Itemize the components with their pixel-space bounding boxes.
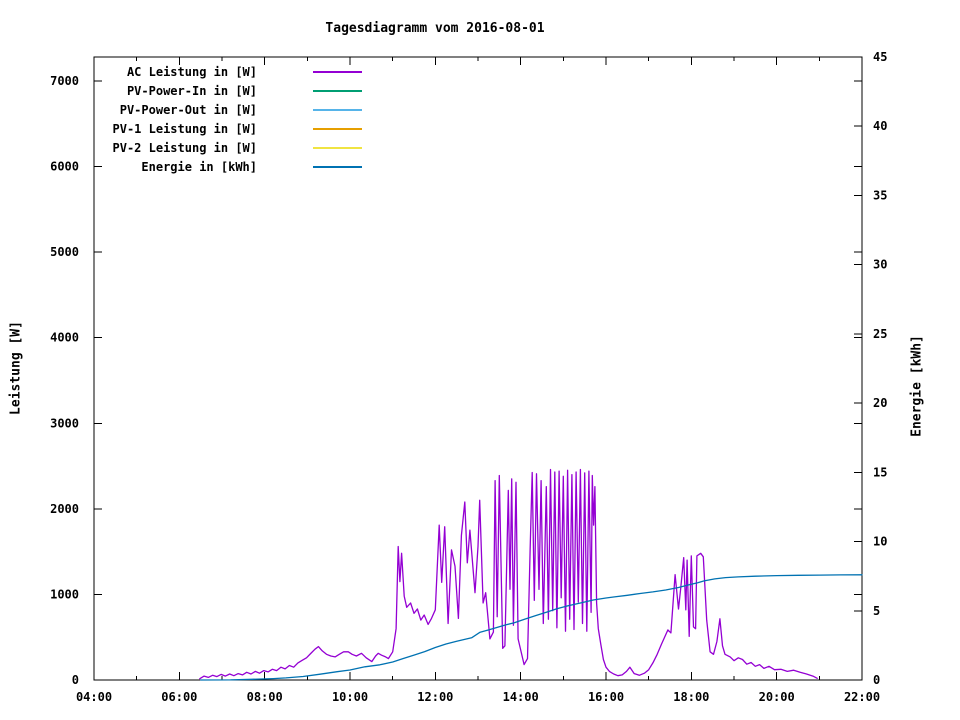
series-line-ac-leistung-in-w xyxy=(199,468,818,680)
legend-line-sample xyxy=(313,165,362,168)
y-right-tick-label: 10 xyxy=(873,535,887,549)
legend-line-sample xyxy=(313,127,362,130)
x-tick-label: 14:00 xyxy=(503,690,539,704)
x-tick-label: 06:00 xyxy=(161,690,197,704)
y-left-tick-label: 3000 xyxy=(50,416,79,430)
y-left-tick-label: 0 xyxy=(72,673,79,687)
y-left-tick-label: 7000 xyxy=(50,74,79,88)
y-left-tick-label: 1000 xyxy=(50,587,79,601)
legend-item: PV-1 Leistung in [W] xyxy=(92,119,362,138)
legend-item-label: AC Leistung in [W] xyxy=(126,64,257,79)
y-right-tick-label: 40 xyxy=(873,119,887,133)
y-left-tick-label: 2000 xyxy=(50,502,79,516)
series-line-energie-in-kwh xyxy=(200,574,863,681)
x-tick-label: 20:00 xyxy=(759,690,795,704)
y-left-tick-label: 5000 xyxy=(50,245,79,259)
legend-item: PV-2 Leistung in [W] xyxy=(92,138,362,157)
legend-item-label: PV-1 Leistung in [W] xyxy=(112,121,258,136)
legend-line-sample xyxy=(313,70,362,73)
legend-line-sample xyxy=(313,146,362,149)
x-tick-label: 04:00 xyxy=(76,690,112,704)
legend-item: Energie in [kWh] xyxy=(92,157,362,176)
y-right-tick-label: 5 xyxy=(873,604,880,618)
y-left-tick-label: 4000 xyxy=(50,331,79,345)
legend-item-label: Energie in [kWh] xyxy=(141,159,257,174)
x-tick-label: 08:00 xyxy=(247,690,283,704)
y-right-tick-label: 20 xyxy=(873,396,887,410)
chart-title: Tagesdiagramm vom 2016-08-01 xyxy=(325,21,545,36)
y-right-tick-label: 15 xyxy=(873,465,887,479)
y-right-tick-label: 35 xyxy=(873,188,887,202)
x-tick-label: 22:00 xyxy=(844,690,880,704)
legend-item: AC Leistung in [W] xyxy=(92,62,362,81)
legend-item-label: PV-Power-Out in [W] xyxy=(119,102,257,117)
tick-marks xyxy=(93,56,863,681)
legend-line-sample xyxy=(313,108,362,111)
legend-line-sample xyxy=(313,89,362,92)
y-right-tick-label: 25 xyxy=(873,327,887,341)
legend-item-label: PV-Power-In in [W] xyxy=(126,83,257,98)
legend-item: PV-Power-Out in [W] xyxy=(92,100,362,119)
y-axis-label-right: Energie [kWh] xyxy=(909,335,925,437)
y-right-tick-label: 30 xyxy=(873,258,887,272)
x-tick-label: 16:00 xyxy=(588,690,624,704)
y-right-tick-label: 0 xyxy=(873,673,880,687)
x-tick-label: 12:00 xyxy=(417,690,453,704)
y-left-tick-label: 6000 xyxy=(50,160,79,174)
legend-item-label: PV-2 Leistung in [W] xyxy=(112,140,258,155)
x-tick-label: 18:00 xyxy=(673,690,709,704)
legend-item: PV-Power-In in [W] xyxy=(92,81,362,100)
y-right-tick-label: 45 xyxy=(873,50,887,64)
y-axis-label-left: Leistung [W] xyxy=(8,321,24,415)
x-tick-label: 10:00 xyxy=(332,690,368,704)
